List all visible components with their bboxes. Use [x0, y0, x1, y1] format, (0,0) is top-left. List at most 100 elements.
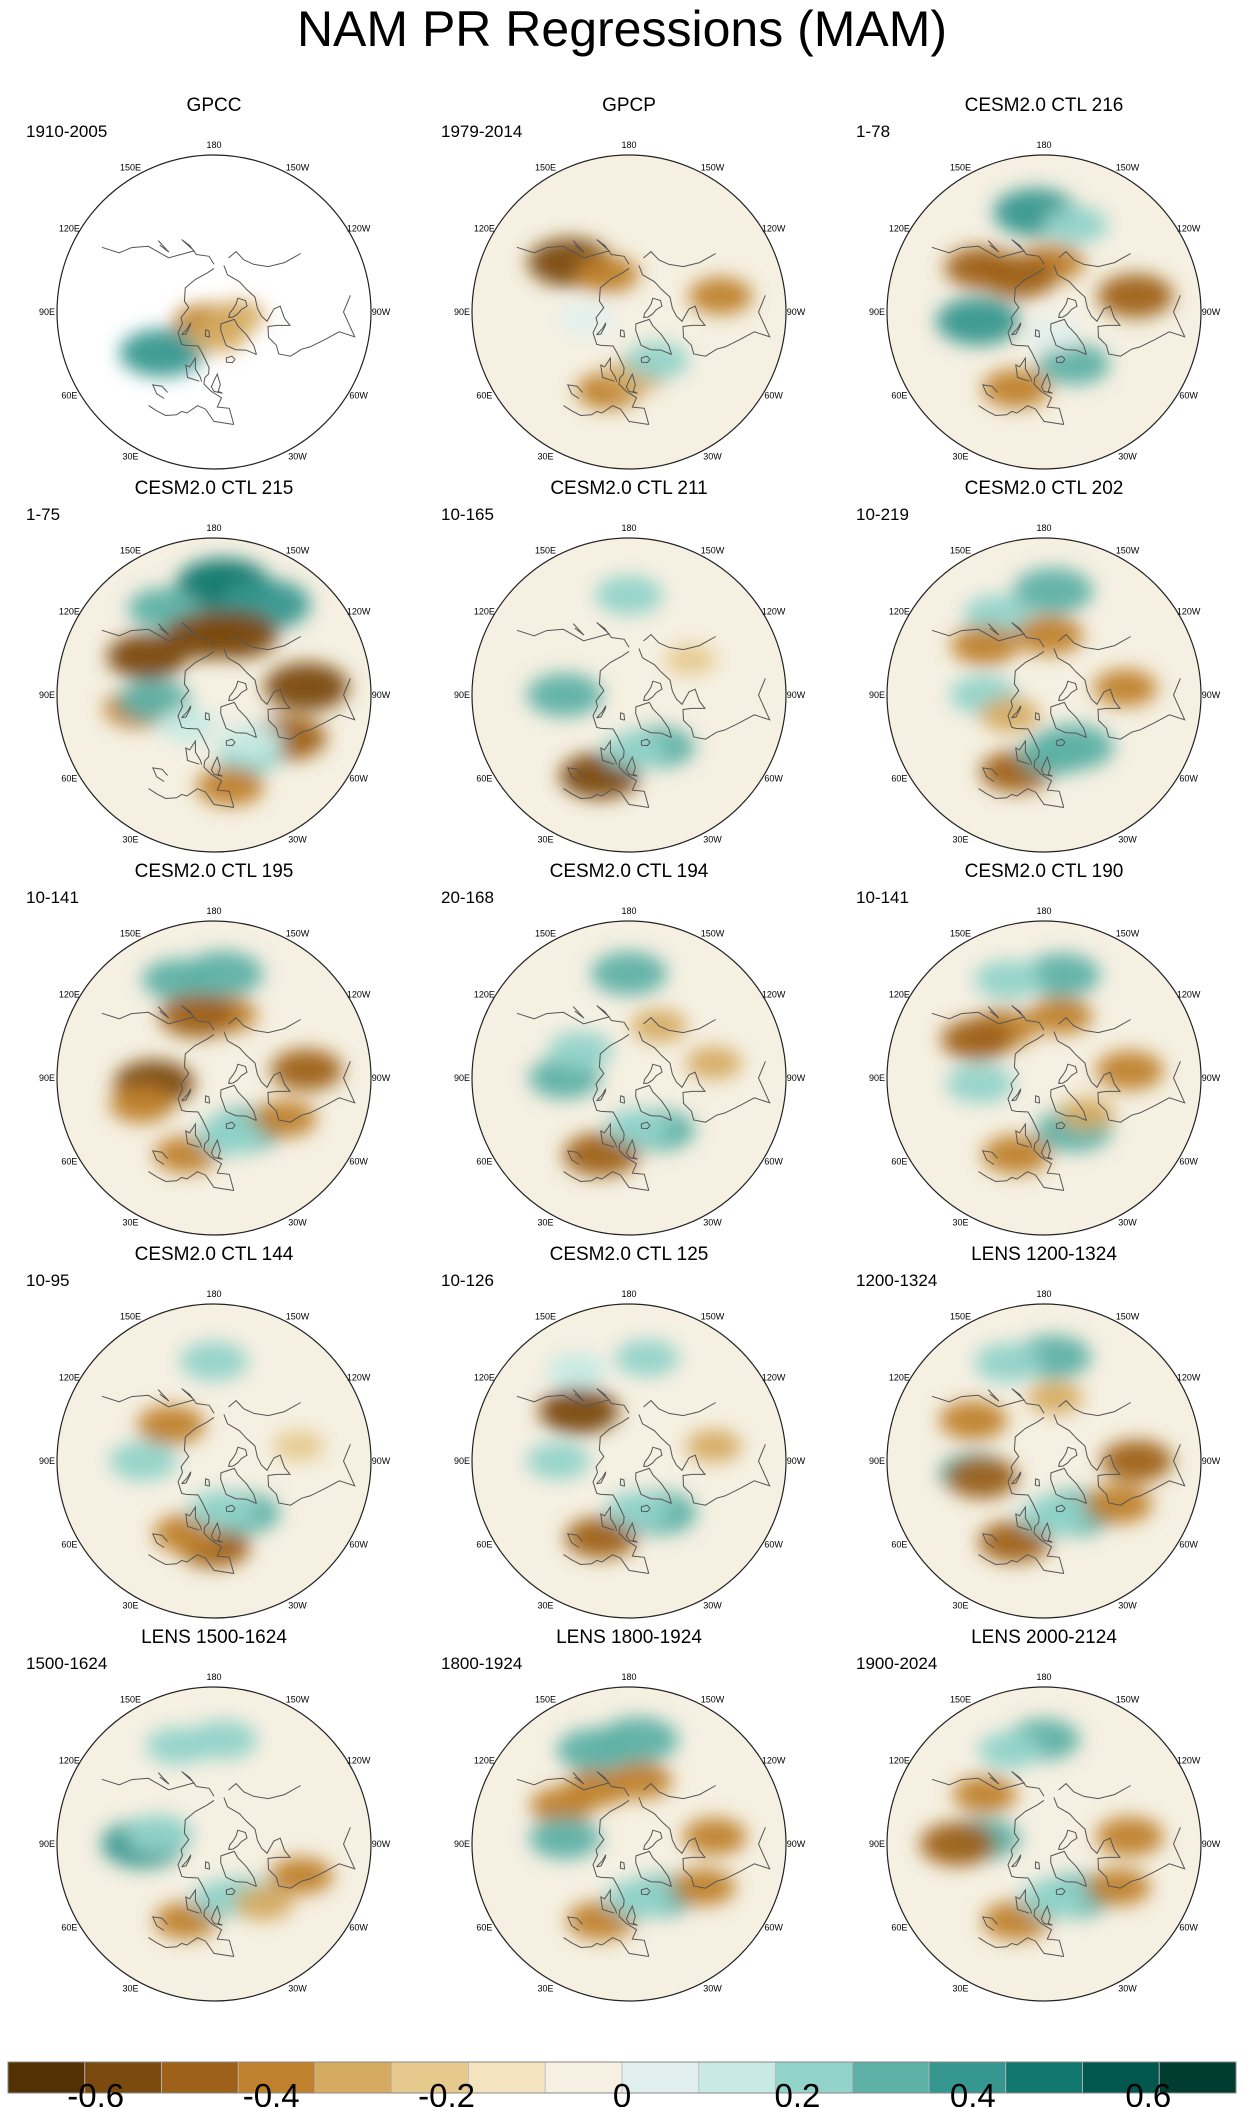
coastline: [1058, 1016, 1131, 1034]
coastline: [619, 1095, 626, 1104]
longitude-label: 150E: [535, 545, 556, 555]
coastline: [931, 1005, 1045, 1031]
map-rim: [56, 154, 372, 470]
longitude-label: 60W: [764, 774, 783, 784]
anomaly-blob: [944, 246, 1017, 289]
coastline: [643, 680, 663, 701]
polar-map: 180 150E 120E 90E 60E 30E 0 30W 60W 90W 120W 150W: [39, 906, 391, 1241]
coastline: [1050, 1850, 1087, 1887]
longitude-label: 150E: [120, 162, 141, 172]
longitude-label: 150E: [535, 162, 556, 172]
anomaly-blob: [159, 993, 236, 1038]
coastline: [177, 1799, 235, 1957]
longitude-label: 90E: [869, 1839, 885, 1849]
longitude-label: 150W: [1116, 1311, 1140, 1321]
coastline: [981, 1150, 998, 1165]
longitude-label: 150W: [1116, 545, 1140, 555]
coastline: [1055, 738, 1066, 747]
coastline: [981, 384, 998, 399]
coastline: [1053, 1797, 1186, 1889]
map-rim: [886, 1303, 1202, 1619]
map-rim: [471, 1303, 787, 1619]
longitude-label: 120W: [347, 990, 371, 1000]
anomaly-blob: [1019, 1496, 1088, 1536]
anomaly-blob: [982, 1134, 1051, 1175]
anomaly-blob: [188, 1490, 257, 1530]
longitude-label: 90E: [869, 690, 885, 700]
anomaly-blob: [1027, 1381, 1084, 1415]
coastline: [981, 1533, 998, 1548]
coastline: [1034, 1478, 1041, 1487]
coastline: [1055, 1887, 1066, 1896]
coastline: [1050, 1467, 1087, 1504]
coastline: [987, 1006, 1000, 1019]
colorbar-swatch: [84, 2061, 162, 2094]
coastline: [1034, 712, 1041, 721]
longitude-label: 120E: [59, 990, 80, 1000]
longitude-label: 90E: [869, 1073, 885, 1083]
polar-map: 180 150E 120E 90E 60E 30E 0 30W 60W 90W 120W 150W: [869, 1672, 1221, 2007]
polar-map: 180 150E 120E 90E 60E 30E 0 30W 60W 90W 120W 150W: [454, 523, 806, 858]
map-background: [472, 155, 786, 469]
anomaly-blob: [222, 723, 283, 759]
longitude-label: 30E: [952, 1984, 968, 1994]
longitude-label: 90W: [787, 1839, 806, 1849]
longitude-label: 180: [621, 1672, 636, 1682]
anomaly-blob: [146, 1727, 211, 1765]
coastline: [596, 1854, 607, 1868]
panel-title: CESM2.0 CTL 211: [550, 478, 708, 499]
longitude-label: 120W: [1177, 1373, 1201, 1383]
coastline: [1055, 1504, 1066, 1513]
coastline: [1034, 329, 1041, 338]
longitude-label: 180: [621, 906, 636, 916]
longitude-label: 90W: [787, 1456, 806, 1466]
longitude-label: 180: [1036, 906, 1051, 916]
coastline: [151, 1150, 168, 1165]
longitude-label: 60W: [764, 391, 783, 401]
coastline: [220, 318, 257, 355]
longitude-label: 120W: [762, 1373, 786, 1383]
anomaly-blob: [591, 951, 667, 996]
coastline: [566, 384, 583, 399]
longitude-label: 150W: [701, 928, 725, 938]
coastline: [516, 1388, 630, 1414]
longitude-label: 0: [626, 1623, 631, 1624]
coastline: [640, 1887, 651, 1896]
coastline: [987, 1772, 1000, 1785]
map-background: [887, 1687, 1201, 2001]
anomaly-blob: [264, 662, 349, 712]
colorbar-swatch: [314, 2061, 393, 2094]
coastline: [592, 1799, 650, 1957]
anomaly-blob: [142, 958, 215, 1001]
coastline: [600, 1888, 618, 1914]
longitude-label: 0: [626, 857, 631, 858]
coastline: [148, 788, 234, 808]
coastline: [210, 1521, 223, 1543]
anomaly-blob: [1097, 273, 1174, 318]
coastline: [1053, 1414, 1186, 1506]
coastline: [1015, 739, 1033, 765]
longitude-label: 60W: [349, 1540, 368, 1550]
longitude-label: 150W: [286, 1694, 310, 1704]
anomaly-blob: [180, 1341, 248, 1381]
longitude-label: 90W: [1202, 690, 1221, 700]
coastline: [987, 1389, 1000, 1402]
anomaly-blob: [982, 368, 1051, 409]
coastline: [148, 1937, 234, 1957]
anomaly-blob: [233, 1885, 294, 1921]
map-background: [57, 1304, 371, 1618]
longitude-label: 90E: [454, 1839, 470, 1849]
map-background: [57, 921, 371, 1235]
longitude-label: 150W: [1116, 1694, 1140, 1704]
longitude-label: 90W: [372, 307, 391, 317]
polar-map: 180 150E 120E 90E 60E 30E 0 30W 60W 90W 120W 150W: [39, 523, 391, 858]
longitude-label: 90E: [454, 690, 470, 700]
longitude-label: 60W: [349, 391, 368, 401]
coastline: [220, 1467, 257, 1504]
longitude-label: 90W: [372, 1456, 391, 1466]
coastline: [1053, 1031, 1186, 1123]
anomaly-blob: [270, 1049, 343, 1091]
colorbar: -0.6 -0.4 -0.2 0 0.2 0.4 0.6: [7, 2061, 1237, 2107]
map-background: [57, 1687, 371, 2001]
longitude-label: 180: [206, 140, 221, 150]
